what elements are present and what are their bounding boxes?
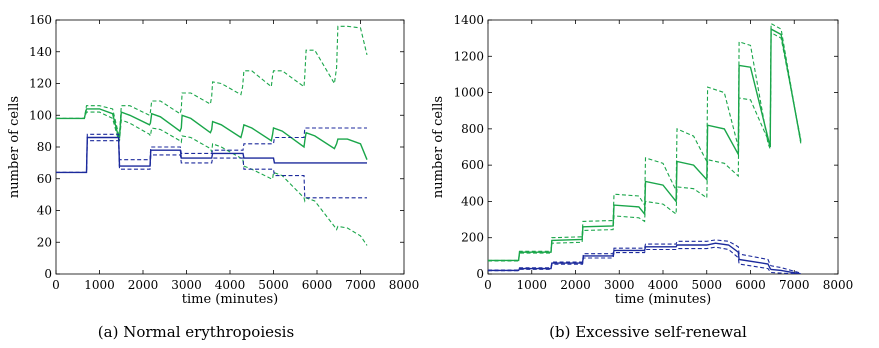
chart-panel-b: 0 1000 2000 3000 4000 5000 6000 7000 8000 0 200 400… <box>431 13 853 341</box>
series-line-green-dashed-2 <box>488 31 802 262</box>
series-line-blue-dashed-4 <box>56 127 367 173</box>
x-axis-label: time (minutes) <box>182 292 279 307</box>
series-group <box>488 22 802 274</box>
y-tick-label: 160 <box>29 13 52 27</box>
x-tick-label: 2000 <box>560 278 591 292</box>
series-line-green-solid-0 <box>488 27 802 262</box>
x-tick-label: 4000 <box>648 278 679 292</box>
y-axis-label: number of cells <box>431 96 446 198</box>
y-tick-label: 60 <box>37 172 52 186</box>
y-tick-label: 100 <box>29 108 52 122</box>
y-axis-label: number of cells <box>7 96 22 198</box>
series-line-green-dashed-1 <box>56 25 368 135</box>
x-tick-label: 6000 <box>302 278 333 292</box>
y-tick-label: 120 <box>29 77 52 91</box>
x-tick-label: 8000 <box>823 278 854 292</box>
x-tick-label: 3000 <box>604 278 635 292</box>
y-tick-label: 1200 <box>453 49 484 63</box>
y-tick-label: 1000 <box>453 86 484 100</box>
x-tick-label: 7000 <box>345 278 376 292</box>
y-tick-label: 400 <box>461 194 484 208</box>
y-tick-label: 600 <box>461 158 484 172</box>
chart-panel-a: 0 1000 2000 3000 4000 5000 6000 7000 8000 0 20 40 60… <box>7 13 419 341</box>
x-tick-label: 8000 <box>389 278 420 292</box>
figure-caption: (b) Excessive self-renewal <box>549 323 747 341</box>
figure-caption: (a) Normal erythropoiesis <box>98 323 294 341</box>
y-tick-label: 140 <box>29 45 52 59</box>
series-line-blue-dashed-5 <box>56 140 367 199</box>
y-tick-label: 800 <box>461 122 484 136</box>
y-tick-label: 40 <box>37 204 52 218</box>
y-tick-label: 200 <box>461 231 484 245</box>
x-axis-label: time (minutes) <box>615 292 712 307</box>
x-tick-label: 4000 <box>215 278 246 292</box>
x-tick-label: 0 <box>52 278 60 292</box>
series-line-blue-dashed-5 <box>488 246 801 274</box>
x-tick-label: 1000 <box>516 278 547 292</box>
y-tick-label: 20 <box>37 235 52 249</box>
x-tick-label: 2000 <box>128 278 159 292</box>
y-tick-label: 80 <box>37 140 52 154</box>
series-line-green-dashed-1 <box>488 22 802 261</box>
y-tick-label: 0 <box>44 267 52 281</box>
x-tick-label: 7000 <box>779 278 810 292</box>
y-tick-label: 1400 <box>453 13 484 27</box>
x-tick-label: 5000 <box>258 278 289 292</box>
series-line-blue-dashed-4 <box>488 239 801 274</box>
x-tick-label: 0 <box>484 278 492 292</box>
x-tick-label: 1000 <box>84 278 115 292</box>
series-line-blue-solid-3 <box>56 136 367 174</box>
x-tick-label: 5000 <box>691 278 722 292</box>
series-line-green-dashed-2 <box>56 111 368 246</box>
x-tick-label: 6000 <box>735 278 766 292</box>
y-tick-label: 0 <box>476 267 484 281</box>
x-tick-label: 3000 <box>171 278 202 292</box>
plot-frame <box>55 19 405 275</box>
series-group <box>56 25 368 246</box>
